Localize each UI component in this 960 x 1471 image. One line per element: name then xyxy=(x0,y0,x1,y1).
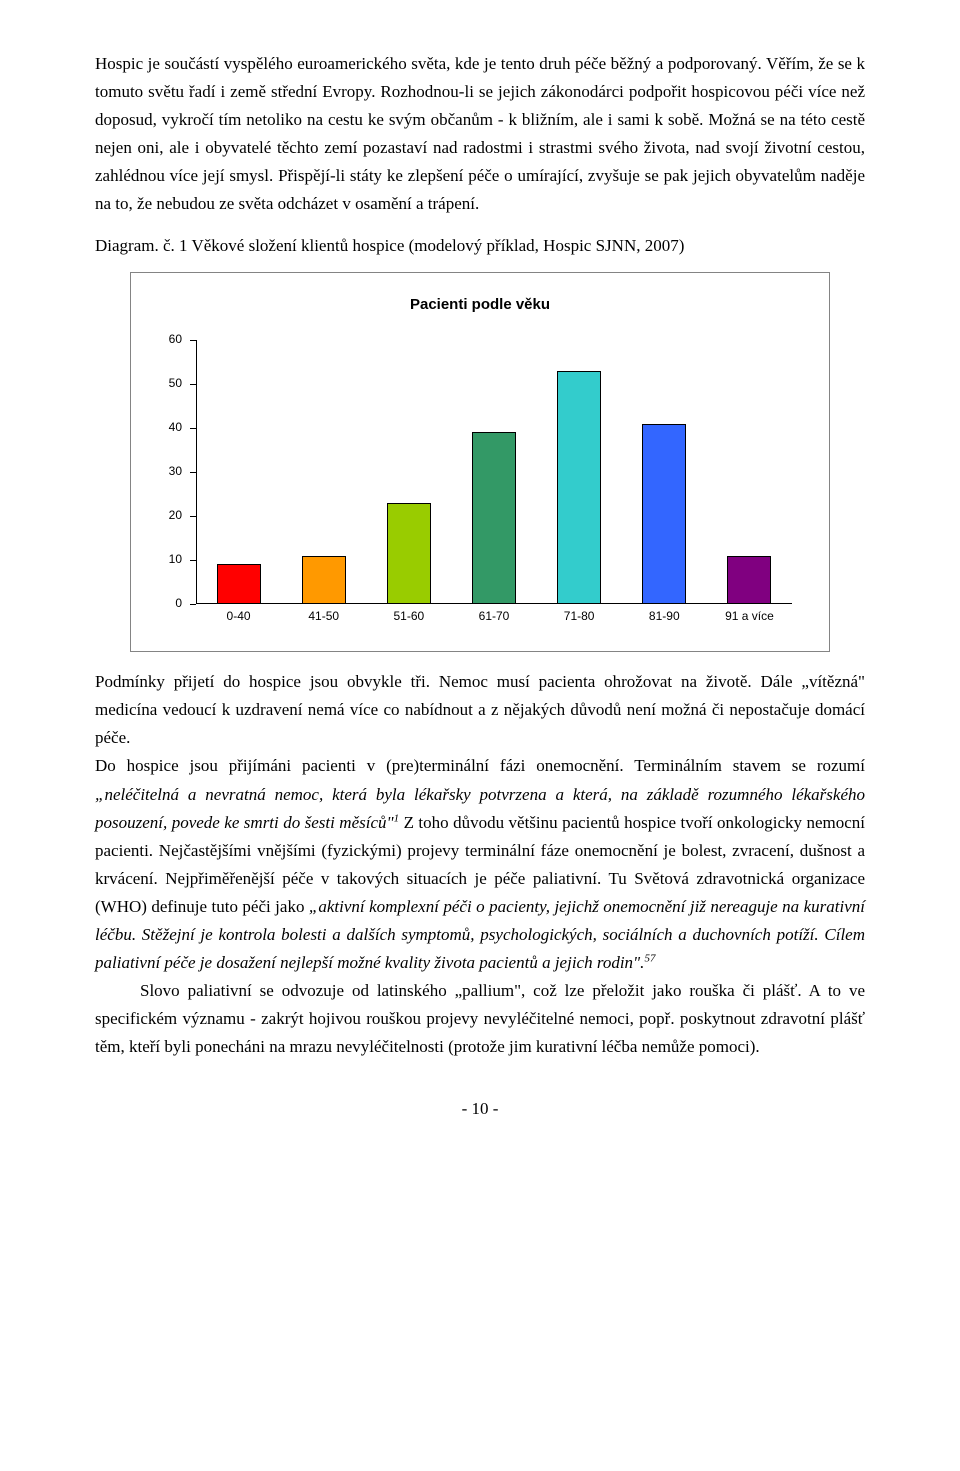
footnote-ref-57: 57 xyxy=(644,952,655,964)
chart-bar xyxy=(642,424,686,604)
paragraph-intro: Hospic je součástí vyspělého euroamerick… xyxy=(95,50,865,218)
chart-bar xyxy=(557,371,601,604)
chart-plot-area: 01020304050600-4041-5051-6061-7071-8081-… xyxy=(160,340,800,635)
y-tick-label: 20 xyxy=(169,506,182,526)
x-tick-label: 0-40 xyxy=(227,607,251,627)
y-tick xyxy=(190,472,196,473)
x-tick-label: 81-90 xyxy=(649,607,680,627)
chart-title: Pacienti podle věku xyxy=(156,293,804,318)
y-tick-label: 30 xyxy=(169,462,182,482)
page-number: - 10 - xyxy=(95,1095,865,1123)
chart-bar xyxy=(217,564,261,604)
x-tick-label: 71-80 xyxy=(564,607,595,627)
x-tick-label: 51-60 xyxy=(393,607,424,627)
axis-y xyxy=(196,340,197,604)
age-chart-container: Pacienti podle věku 0 10 20 30 40 50 60 0-40 41-… xyxy=(130,272,830,652)
y-tick-label: 10 xyxy=(169,550,182,570)
chart-bar xyxy=(727,556,771,604)
paragraph-palliative: Slovo paliativní se odvozuje od latinské… xyxy=(95,977,865,1061)
x-tick-label: 41-50 xyxy=(308,607,339,627)
chart-bar xyxy=(302,556,346,604)
y-tick xyxy=(190,560,196,561)
paragraph-terminal: Do hospice jsou přijímáni pacienti v (pr… xyxy=(95,752,865,976)
y-tick xyxy=(190,516,196,517)
diagram-caption: Diagram. č. 1 Věkové složení klientů hos… xyxy=(95,232,865,260)
y-tick-label: 50 xyxy=(169,374,182,394)
y-tick xyxy=(190,604,196,605)
y-tick-label: 60 xyxy=(169,330,182,350)
paragraph-conditions: Podmínky přijetí do hospice jsou obvykle… xyxy=(95,668,865,752)
y-tick-label: 40 xyxy=(169,418,182,438)
y-tick xyxy=(190,340,196,341)
chart-bar xyxy=(472,432,516,604)
y-tick xyxy=(190,428,196,429)
chart-bar xyxy=(387,503,431,604)
x-tick-label: 91 a více xyxy=(725,607,774,627)
text-lead: Do hospice jsou přijímáni pacienti v (pr… xyxy=(95,756,865,775)
y-tick xyxy=(190,384,196,385)
x-tick-label: 61-70 xyxy=(479,607,510,627)
y-tick-label: 0 xyxy=(175,594,182,614)
